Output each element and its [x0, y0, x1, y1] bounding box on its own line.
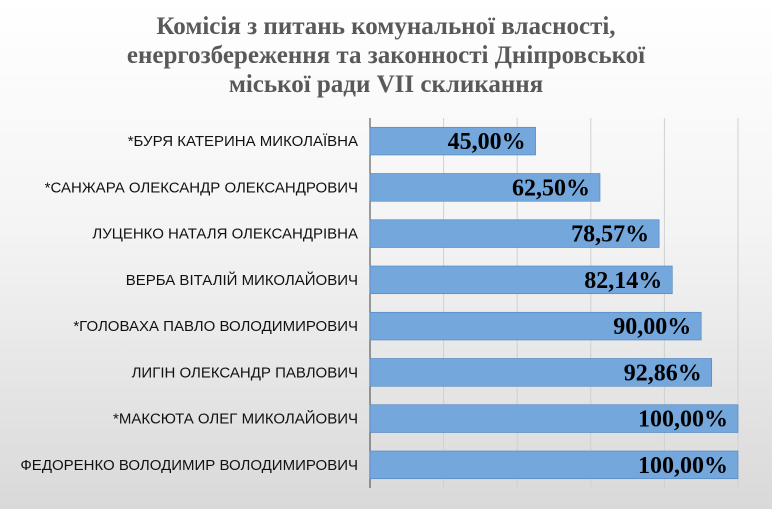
- data-label: 62,50%: [512, 175, 590, 201]
- bar: [369, 265, 673, 295]
- bar: [369, 311, 702, 341]
- category-label: ВЕРБА ВІТАЛІЙ МИКОЛАЙОВИЧ: [126, 271, 358, 289]
- bar: [369, 358, 713, 387]
- bar: [369, 126, 536, 156]
- bar: [369, 219, 660, 248]
- chart-title: Комісія з питань комунальної власності, …: [0, 12, 772, 99]
- bar: [369, 404, 739, 433]
- category-label: ЛУЦЕНКО НАТАЛЯ ОЛЕКСАНДРІВНА: [92, 226, 358, 243]
- chart-title-line-1: Комісія з питань комунальної власності,: [156, 13, 616, 40]
- data-label: 45,00%: [448, 129, 526, 155]
- category-label: ФЕДОРЕНКО ВОЛОДИМИР ВОЛОДИМИРОВИЧ: [20, 457, 358, 474]
- chart-title-line-2: енергозбереження та законності Дніпровсь…: [126, 42, 646, 69]
- category-label: *ГОЛОВАХА ПАВЛО ВОЛОДИМИРОВИЧ: [73, 318, 358, 335]
- chart-title-line-3: міської ради VII скликання: [228, 71, 544, 98]
- category-label: ЛИГІН ОЛЕКСАНДР ПАВЛОВИЧ: [132, 364, 358, 381]
- category-label: *БУРЯ КАТЕРИНА МИКОЛАЇВНА: [128, 133, 358, 150]
- category-label: *САНЖАРА ОЛЕКСАНДР ОЛЕКСАНДРОВИЧ: [45, 179, 358, 196]
- data-label: 82,14%: [584, 268, 662, 294]
- category-label: *МАКСЮТА ОЛЕГ МИКОЛАЙОВИЧ: [113, 410, 358, 428]
- bar: [369, 173, 601, 202]
- bar: [369, 450, 739, 480]
- data-label: 100,00%: [638, 407, 728, 433]
- data-label: 78,57%: [571, 222, 649, 248]
- data-label: 90,00%: [613, 314, 691, 340]
- data-label: 92,86%: [624, 360, 702, 386]
- data-label: 100,00%: [638, 453, 728, 479]
